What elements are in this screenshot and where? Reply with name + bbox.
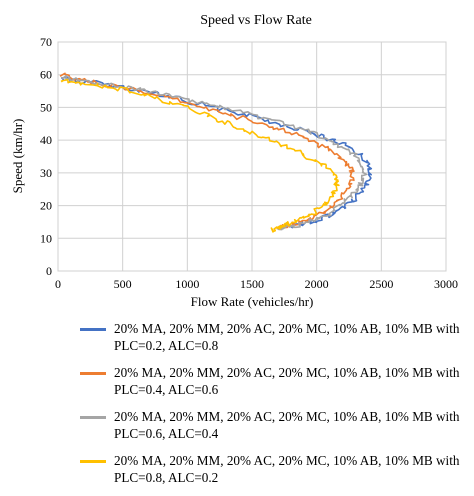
- x-axis-label: Flow Rate (vehicles/hr): [191, 294, 314, 309]
- y-tick-label: 40: [40, 133, 52, 147]
- legend-label: 20% MA, 20% MM, 20% AC, 20% MC, 10% AB, …: [114, 453, 460, 485]
- legend: 20% MA, 20% MM, 20% AC, 20% MC, 10% AB, …: [80, 320, 470, 496]
- x-tick-label: 3000: [434, 277, 458, 291]
- legend-label: 20% MA, 20% MM, 20% AC, 20% MC, 10% AB, …: [114, 321, 460, 353]
- y-tick-label: 20: [40, 199, 52, 213]
- y-axis-ticks: 0 10 20 30 40 50 60 70: [40, 35, 52, 278]
- x-tick-label: 500: [114, 277, 132, 291]
- legend-swatch: [80, 372, 106, 375]
- legend-item: 20% MA, 20% MM, 20% AC, 20% MC, 10% AB, …: [80, 364, 470, 404]
- chart-title: Speed vs Flow Rate: [200, 13, 312, 28]
- series-line-2: [59, 72, 355, 230]
- plot-area: [57, 41, 447, 272]
- legend-item: 20% MA, 20% MM, 20% AC, 20% MC, 10% AB, …: [80, 320, 470, 360]
- x-tick-label: 1000: [175, 277, 199, 291]
- series-line-4: [60, 78, 340, 233]
- x-tick-label: 2500: [369, 277, 393, 291]
- y-tick-label: 0: [46, 264, 52, 278]
- y-tick-label: 50: [40, 100, 52, 114]
- y-tick-label: 70: [40, 35, 52, 49]
- y-tick-label: 10: [40, 231, 52, 245]
- legend-label: 20% MA, 20% MM, 20% AC, 20% MC, 10% AB, …: [114, 365, 460, 397]
- grid: [57, 41, 447, 272]
- legend-swatch: [80, 460, 106, 463]
- series-line-3: [61, 74, 368, 231]
- y-tick-label: 60: [40, 68, 52, 82]
- x-axis-ticks: 0 500 1000 1500 2000 2500 3000: [55, 277, 458, 291]
- y-tick-label: 30: [40, 166, 52, 180]
- legend-swatch: [80, 416, 106, 419]
- y-axis-label: Speed (km/hr): [10, 119, 25, 194]
- chart: Speed vs Flow Rate 0 500 1000 1500 2000 2500 3…: [10, 13, 458, 309]
- legend-swatch: [80, 328, 106, 331]
- x-tick-label: 2000: [305, 277, 329, 291]
- legend-item: 20% MA, 20% MM, 20% AC, 20% MC, 10% AB, …: [80, 452, 470, 492]
- legend-item: 20% MA, 20% MM, 20% AC, 20% MC, 10% AB, …: [80, 408, 470, 448]
- x-tick-label: 1500: [240, 277, 264, 291]
- legend-label: 20% MA, 20% MM, 20% AC, 20% MC, 10% AB, …: [114, 409, 460, 441]
- x-tick-label: 0: [55, 277, 61, 291]
- series-layer: [59, 72, 373, 233]
